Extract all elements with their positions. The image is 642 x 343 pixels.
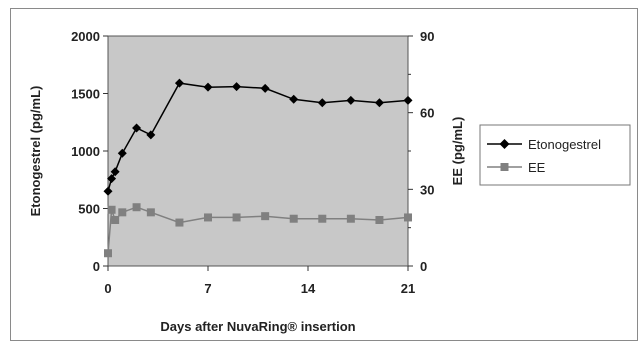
data-point-etonogestrel xyxy=(289,94,299,104)
data-point-etonogestrel xyxy=(107,174,117,184)
data-point-etonogestrel xyxy=(317,98,327,108)
legend-box xyxy=(479,124,631,186)
data-point-ee xyxy=(232,213,241,222)
legend-marker-etonogestrel xyxy=(499,139,510,149)
data-point-ee xyxy=(146,208,155,217)
x-tick-label: 14 xyxy=(301,281,316,296)
y-left-tick-label: 1500 xyxy=(71,87,100,102)
y-left-tick-label: 2000 xyxy=(71,29,100,44)
y-axis-title-right: EE (pg/mL) xyxy=(450,117,465,186)
data-point-etonogestrel xyxy=(403,95,413,105)
x-tick-label: 21 xyxy=(401,281,415,296)
data-point-ee xyxy=(175,218,184,227)
data-point-etonogestrel xyxy=(146,130,156,140)
y-right-tick-label: 0 xyxy=(420,259,427,274)
data-point-ee xyxy=(404,213,412,222)
y-axis-title-left: Etonogestrel (pg/mL) xyxy=(28,86,43,217)
data-point-ee xyxy=(318,214,327,223)
y-left-tick-label: 500 xyxy=(78,202,100,217)
data-point-ee xyxy=(132,203,141,212)
left-axis: 0 500 1000 1500 2000 xyxy=(71,29,108,274)
data-point-ee xyxy=(111,216,120,224)
legend-entry-etonogestrel: Etonogestrel xyxy=(487,137,601,152)
legend: Etonogestrel EE xyxy=(479,124,631,186)
data-point-ee xyxy=(289,214,298,223)
data-point-etonogestrel xyxy=(203,82,213,92)
plot-area xyxy=(107,35,409,267)
legend-label-ee: EE xyxy=(528,160,546,175)
data-point-etonogestrel xyxy=(117,148,127,158)
data-point-etonogestrel xyxy=(110,167,120,177)
data-point-etonogestrel xyxy=(132,123,142,133)
data-point-etonogestrel xyxy=(346,95,356,105)
x-tick-label: 7 xyxy=(204,281,211,296)
data-point-ee xyxy=(375,216,384,224)
data-point-ee xyxy=(107,205,116,214)
data-point-ee xyxy=(204,213,212,222)
data-point-etonogestrel xyxy=(374,98,384,108)
x-axis-title: Days after NuvaRing® insertion xyxy=(160,319,355,334)
y-right-tick-label: 90 xyxy=(420,29,434,44)
data-point-etonogestrel xyxy=(103,186,113,196)
y-left-tick-label: 0 xyxy=(93,259,100,274)
data-point-ee xyxy=(261,212,270,221)
series-layer xyxy=(103,78,413,258)
legend-marker-ee xyxy=(500,163,509,171)
right-axis: 0 30 60 90 xyxy=(408,29,434,274)
x-tick-label: 0 xyxy=(104,281,111,296)
legend-entry-ee: EE xyxy=(487,160,546,175)
data-point-ee xyxy=(104,249,112,258)
y-right-tick-label: 60 xyxy=(420,106,434,121)
data-point-ee xyxy=(346,214,355,223)
y-right-tick-label: 30 xyxy=(420,182,434,197)
data-point-etonogestrel xyxy=(174,78,184,88)
legend-label-etonogestrel: Etonogestrel xyxy=(528,137,601,152)
data-point-ee xyxy=(118,208,127,217)
data-point-etonogestrel xyxy=(232,82,242,92)
y-left-tick-label: 1000 xyxy=(71,144,100,159)
x-axis: 0 7 14 21 xyxy=(104,266,415,296)
data-point-etonogestrel xyxy=(260,83,270,93)
